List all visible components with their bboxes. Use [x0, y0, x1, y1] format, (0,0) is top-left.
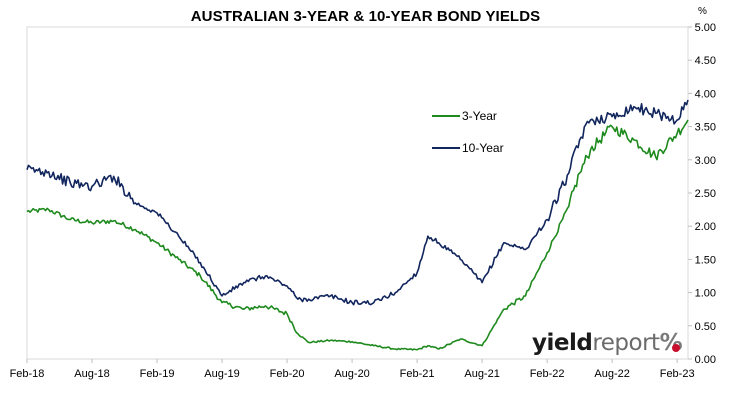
legend-item-3-year: 3-Year	[432, 109, 497, 123]
x-tick-label: Feb-19	[140, 368, 175, 380]
x-tick-label: Aug-22	[594, 368, 629, 380]
x-tick-label: Aug-19	[204, 368, 239, 380]
x-tick-label: Feb-22	[530, 368, 565, 380]
x-axis-ticks: Feb-18 Aug-18 Feb-19 Aug-19 Feb-20 Aug-20 Feb-…	[10, 359, 695, 380]
x-tick-label: Feb-23	[660, 368, 695, 380]
series-line-10-year	[26, 99, 689, 306]
logo-text-percent: %	[659, 330, 683, 356]
logo-text-report: report	[592, 330, 660, 356]
legend-item-10-year: 10-Year	[432, 141, 504, 155]
y-tick-label: 5.00	[695, 22, 716, 34]
yieldreport-logo: yieldreport%	[532, 330, 683, 356]
chart-title: AUSTRALIAN 3-YEAR & 10-YEAR BOND YIELDS	[190, 8, 541, 25]
x-tick-label: Aug-20	[334, 368, 369, 380]
logo-text-yield: yield	[532, 330, 593, 356]
y-tick-label: 1.50	[695, 254, 716, 266]
y-axis-ticks: 0.00 0.50 1.00 1.50 2.00 2.50 3.00 3.50 4.00 4.50…	[688, 22, 716, 366]
y-tick-label: 3.00	[695, 155, 716, 167]
x-tick-label: Aug-21	[464, 368, 499, 380]
y-tick-label: 0.00	[695, 354, 716, 366]
x-tick-label: Aug-18	[74, 368, 109, 380]
y-tick-label: 0.50	[695, 321, 716, 333]
x-tick-label: Feb-18	[10, 368, 45, 380]
series-line-3-year	[26, 119, 689, 351]
x-tick-label: Feb-20	[270, 368, 305, 380]
plot-frame	[26, 26, 689, 360]
y-tick-label: 3.50	[695, 122, 716, 134]
legend-label-3-year: 3-Year	[462, 109, 497, 123]
legend-swatch-10-year	[432, 147, 460, 149]
legend-swatch-3-year	[432, 115, 460, 117]
y-tick-label: 4.00	[695, 88, 716, 100]
y-tick-label: 2.00	[695, 221, 716, 233]
x-tick-label: Feb-21	[400, 368, 435, 380]
y-tick-label: 4.50	[695, 55, 716, 67]
y-tick-label: 1.00	[695, 288, 716, 300]
legend-label-10-year: 10-Year	[462, 141, 504, 155]
series-lines	[26, 99, 689, 351]
y-axis-unit-label: %	[698, 6, 707, 17]
y-tick-label: 2.50	[695, 188, 716, 200]
logo-red-dot	[672, 344, 680, 352]
